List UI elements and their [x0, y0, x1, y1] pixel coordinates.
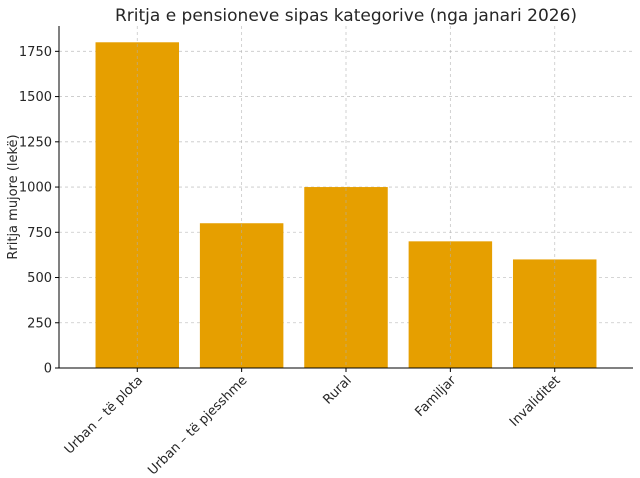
y-ticks: 0 250 500 750 1000 1250 1500 1750: [19, 45, 59, 377]
y-tick-label: 1000: [19, 181, 52, 196]
bars: [95, 42, 597, 369]
x-ticks: Urban – të plota Urban – të pjesshme Rural…: [62, 368, 564, 478]
y-tick-label: 500: [27, 271, 52, 286]
bar: [95, 42, 180, 369]
x-tick-label: Familjar: [412, 373, 459, 420]
y-tick-label: 1750: [19, 45, 52, 60]
y-tick-label: 750: [27, 226, 52, 241]
x-tick-label: Rural: [320, 373, 354, 407]
y-tick-label: 0: [44, 362, 52, 377]
y-axis-label: Rritja mujore (lekë): [6, 134, 21, 259]
bar: [512, 259, 597, 368]
y-tick-label: 1500: [19, 90, 52, 105]
x-tick-label: Invaliditet: [507, 373, 564, 430]
y-tick-label: 1250: [19, 135, 52, 150]
chart-title: Rritja e pensioneve sipas kategorive (ng…: [115, 6, 577, 26]
bar: [304, 187, 388, 368]
bar: [199, 223, 284, 368]
x-tick-label: Urban – të plota: [62, 373, 146, 457]
x-tick-label: Urban – të pjesshme: [145, 373, 250, 478]
y-tick-label: 250: [27, 316, 52, 331]
